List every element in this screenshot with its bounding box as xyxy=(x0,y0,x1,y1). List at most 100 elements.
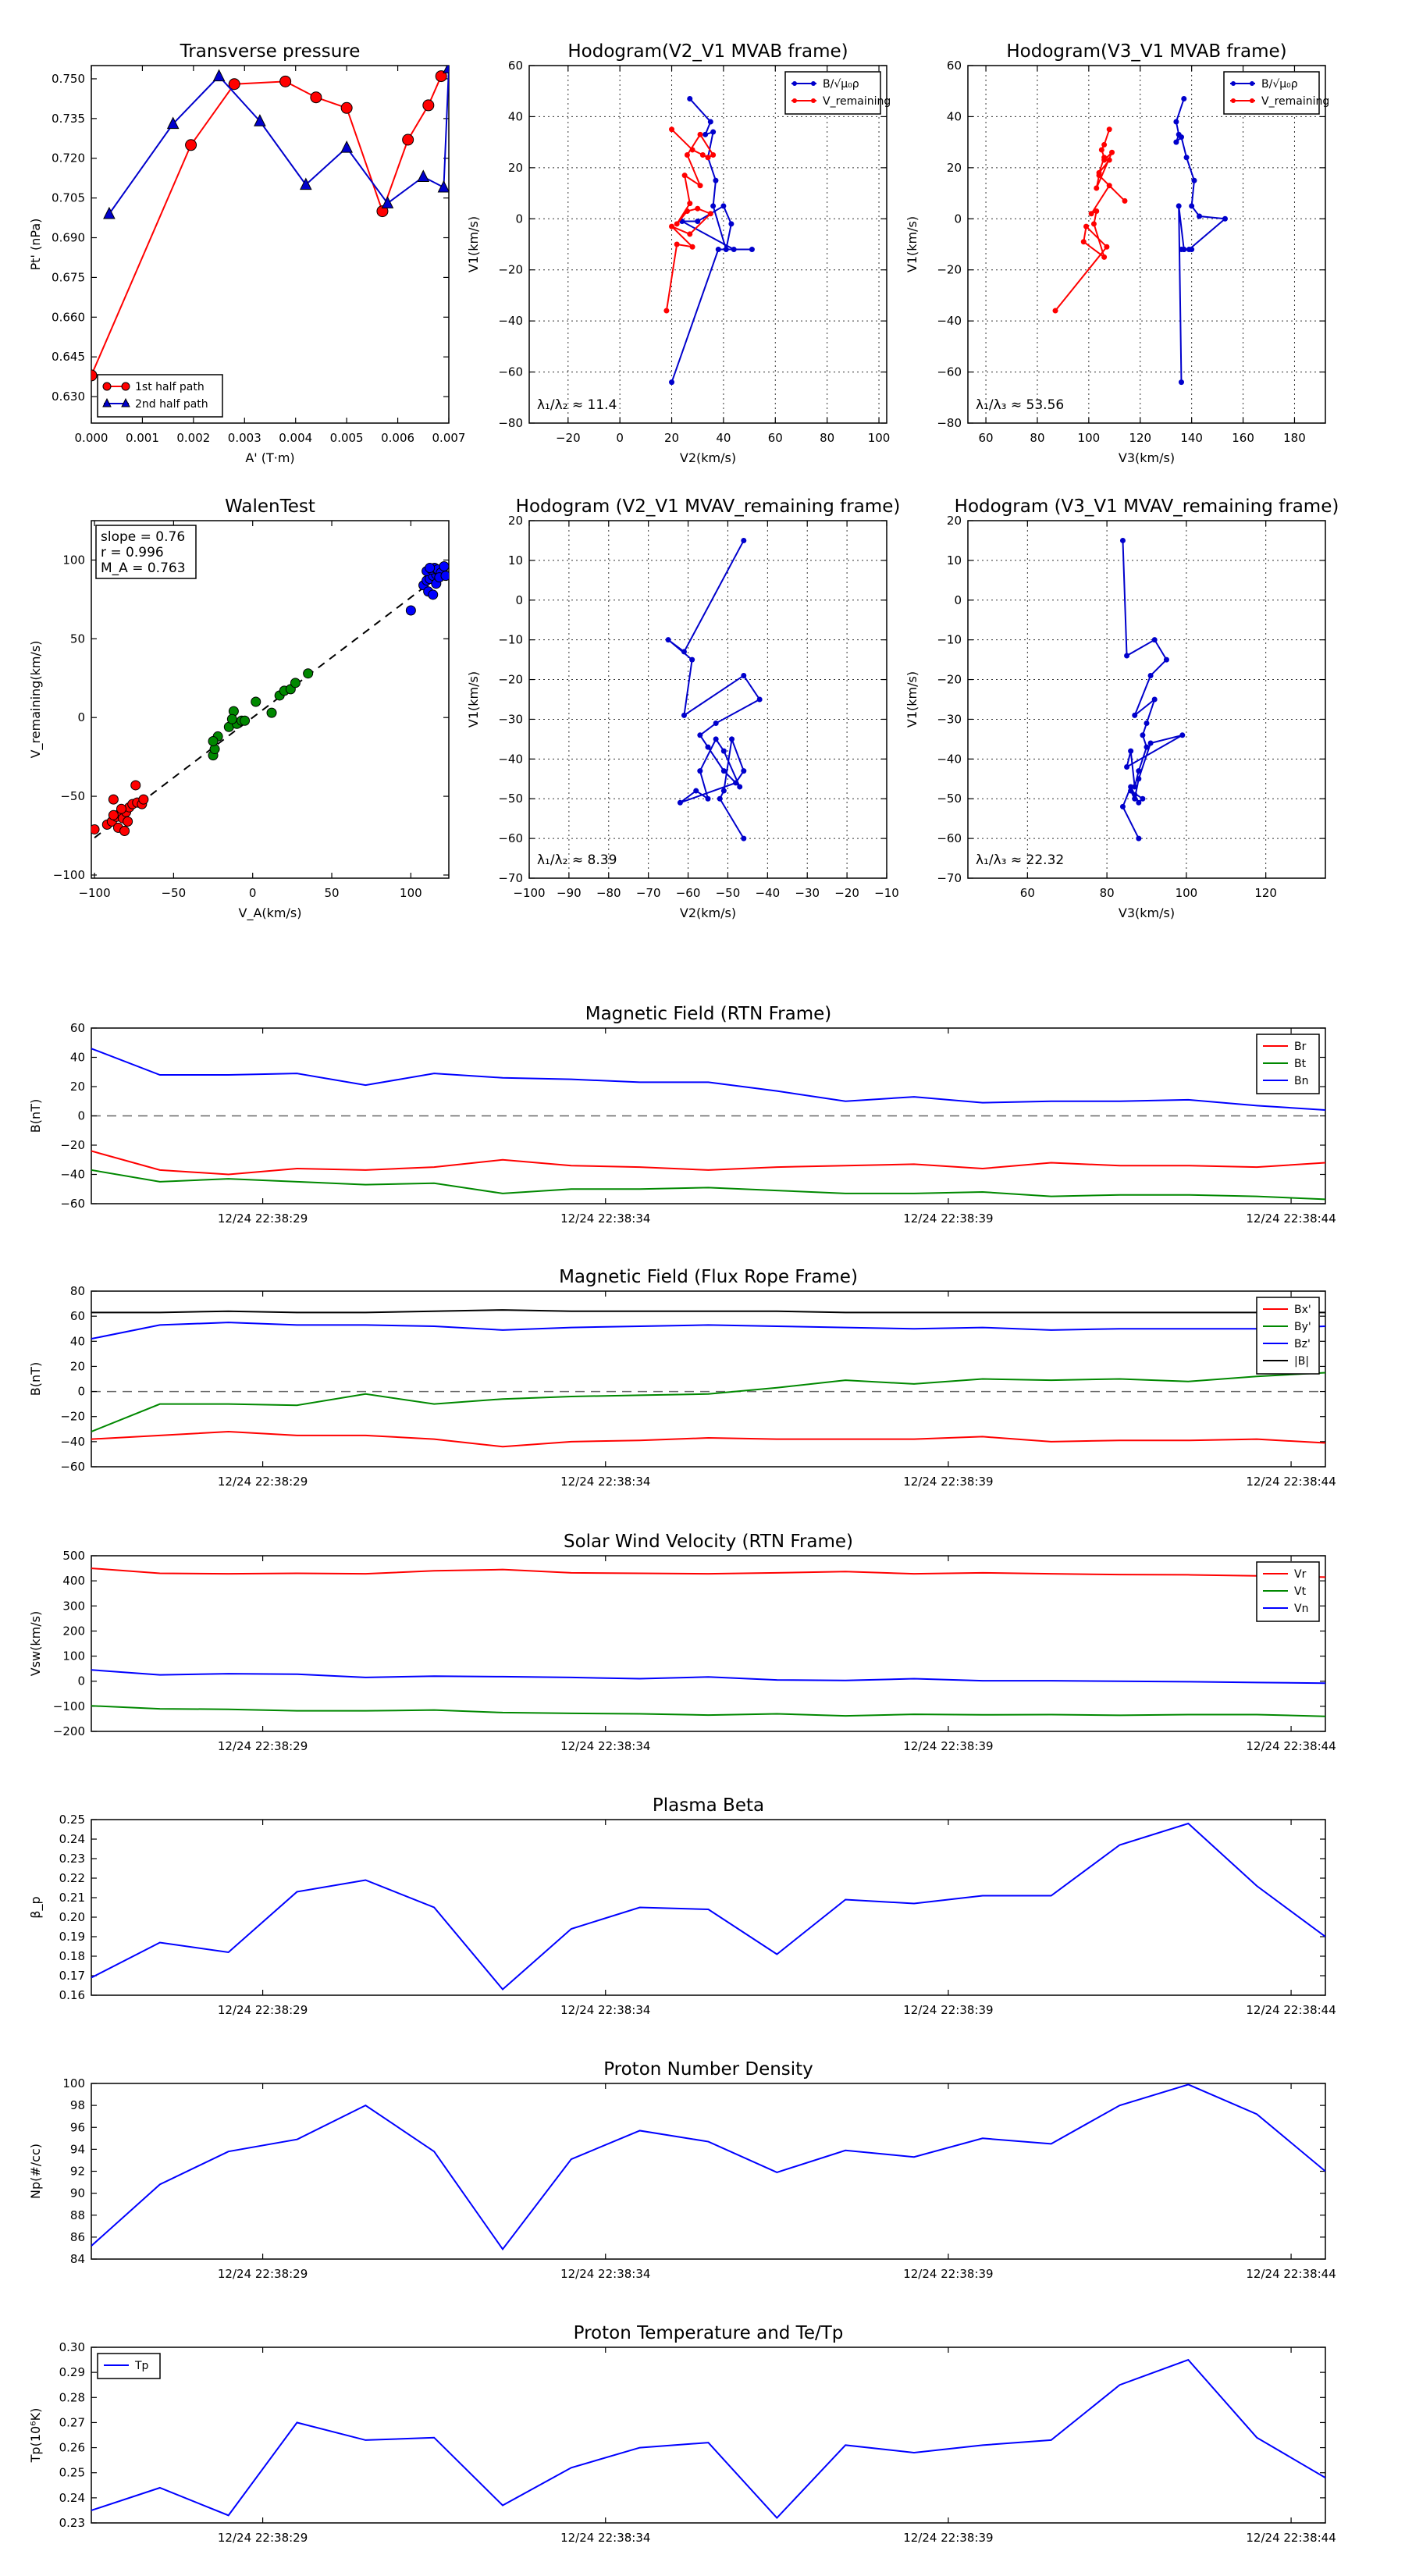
chart-walen: −100 −50 0 50 100 −100 −50 0 50 100 WalenTest V_A(k… xyxy=(28,496,450,921)
chart-mag_rtn: 12/24 22:38:29 12/24 22:38:34 12/24 22:38:… xyxy=(28,1004,1336,1226)
y-tick-label: 0.735 xyxy=(52,112,85,126)
axes-frame xyxy=(91,1290,1326,1468)
series-Br xyxy=(91,1150,1325,1176)
series-V-remaining xyxy=(663,126,717,314)
plot-area xyxy=(91,2358,1325,2520)
y-tick-label: 0.23 xyxy=(59,2516,85,2530)
data-point xyxy=(707,211,713,217)
y-tick-label: 88 xyxy=(70,2208,85,2222)
data-point xyxy=(705,155,711,161)
y-tick-label: −50 xyxy=(498,792,523,806)
data-point xyxy=(1106,126,1112,133)
data-point xyxy=(1179,732,1186,738)
data-point xyxy=(681,649,687,655)
y-tick-label: 0 xyxy=(954,593,962,607)
series-1st-half-path xyxy=(91,70,447,382)
y-tick-label: 0.27 xyxy=(59,2415,85,2429)
data-point xyxy=(405,605,416,616)
y-tick-label: 0.25 xyxy=(59,1813,85,1827)
y-tick-label: 0 xyxy=(77,1674,85,1688)
data-point xyxy=(119,825,130,836)
legend-label: V_remaining xyxy=(1261,95,1329,108)
x-tick-label: 120 xyxy=(1254,886,1277,900)
y-axis-label: Tp(10⁶K) xyxy=(28,2408,43,2464)
data-point xyxy=(1132,784,1138,790)
y-tick-label: −50 xyxy=(60,789,85,803)
y-tick-label: 0.17 xyxy=(59,1969,85,1983)
legend-label: Vn xyxy=(1294,1603,1308,1615)
stats-line: slope = 0.76 xyxy=(101,529,185,545)
series-Bx- xyxy=(91,1430,1325,1448)
axes-frame xyxy=(91,2347,1326,2524)
chart-tp: 0.000 0.001 0.002 0.003 0.004 0.005 0.006 0.007… xyxy=(28,41,465,465)
series-Tp xyxy=(91,2358,1325,2520)
data-point xyxy=(669,223,675,229)
y-tick-label: −70 xyxy=(498,871,523,885)
chart-title: Proton Temperature and Te/Tp xyxy=(574,2323,844,2343)
series-line xyxy=(108,68,449,215)
data-point xyxy=(435,70,447,83)
data-point xyxy=(733,780,739,786)
data-point xyxy=(1119,803,1126,809)
data-point xyxy=(228,78,240,91)
data-point xyxy=(166,116,180,130)
data-point xyxy=(1124,653,1130,659)
x-tick-label: −10 xyxy=(874,886,899,900)
y-tick-label: 0.29 xyxy=(59,2365,85,2379)
legend-box xyxy=(97,374,223,418)
data-point xyxy=(720,768,727,774)
x-axis-label: V_A(km/s) xyxy=(239,906,302,921)
y-tick-label: 50 xyxy=(70,632,85,646)
x-tick-label: 12/24 22:38:34 xyxy=(560,2003,650,2017)
series-V xyxy=(1119,537,1186,841)
data-point xyxy=(1197,213,1203,219)
legend-box xyxy=(784,71,881,115)
data-point xyxy=(1083,223,1090,229)
y-tick-label: −30 xyxy=(498,712,523,726)
legend-label: |B| xyxy=(1294,1355,1309,1368)
data-point xyxy=(741,537,747,543)
plot-area xyxy=(91,561,449,836)
data-point xyxy=(1178,379,1184,386)
x-tick-label: 12/24 22:38:29 xyxy=(218,1739,308,1753)
y-tick-label: −100 xyxy=(53,868,85,882)
series-line xyxy=(1055,129,1126,311)
data-point xyxy=(130,780,141,791)
y-tick-label: 0.24 xyxy=(59,2491,85,2505)
data-point xyxy=(108,794,119,805)
y-tick-label: −20 xyxy=(498,263,523,277)
x-tick-label: 0.001 xyxy=(126,431,159,445)
y-tick-label: 20 xyxy=(70,1080,85,1094)
data-point xyxy=(1090,221,1097,227)
x-tick-label: 0.005 xyxy=(330,431,364,445)
y-tick-label: 100 xyxy=(62,553,85,567)
data-point xyxy=(697,183,703,189)
y-tick-label: −60 xyxy=(498,831,523,845)
data-point xyxy=(663,308,670,314)
x-tick-label: −40 xyxy=(756,886,781,900)
x-tick-label: 12/24 22:38:39 xyxy=(903,1739,993,1753)
data-point xyxy=(1128,784,1134,790)
chart-title: Magnetic Field (RTN Frame) xyxy=(585,1004,832,1024)
data-point xyxy=(687,96,693,102)
data-point xyxy=(1191,177,1197,183)
data-point xyxy=(1101,157,1108,163)
series-Bt xyxy=(91,1169,1325,1201)
legend-label: Bx' xyxy=(1294,1304,1311,1316)
x-tick-label: 12/24 22:38:39 xyxy=(903,2003,993,2017)
data-point xyxy=(717,795,723,802)
data-point xyxy=(1101,254,1108,260)
data-point xyxy=(1128,788,1134,794)
data-point xyxy=(707,119,713,125)
x-tick-label: −30 xyxy=(795,886,820,900)
y-tick-label: 40 xyxy=(70,1334,85,1348)
y-axis-label: B(nT) xyxy=(28,1362,43,1396)
data-point xyxy=(208,735,219,746)
data-point xyxy=(226,713,237,724)
data-point xyxy=(1173,139,1179,145)
data-point xyxy=(1122,197,1128,204)
x-axis-label: V2(km/s) xyxy=(680,450,736,465)
legend-marker xyxy=(121,397,130,407)
data-point xyxy=(417,169,430,182)
